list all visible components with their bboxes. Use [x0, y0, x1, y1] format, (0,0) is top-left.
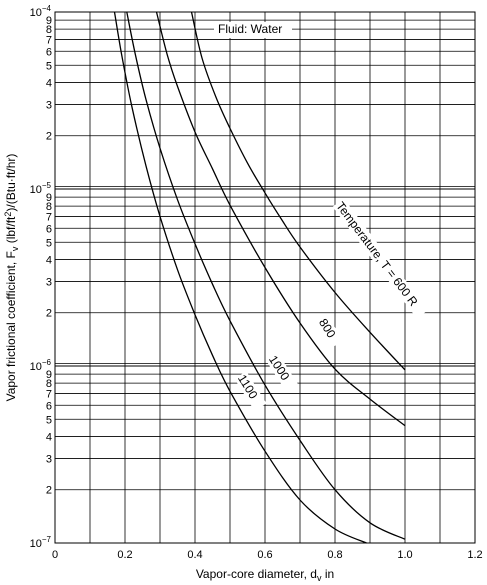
y-minor-tick-label: 2 [46, 485, 52, 497]
y-minor-tick-label: 3 [46, 277, 52, 289]
y-minor-tick-label: 9 [46, 15, 52, 27]
curve-label-bg [332, 198, 429, 319]
curve-3 [126, 11, 406, 540]
x-tick-label: 0.2 [117, 549, 132, 561]
y-decade-tick-label: 10−7 [30, 535, 52, 550]
fluid-annotation: Fluid: Water [218, 22, 282, 36]
y-minor-tick-label: 2 [46, 131, 52, 143]
y-minor-tick-label: 7 [46, 211, 52, 223]
y-minor-tick-label: 6 [46, 46, 52, 58]
y-minor-tick-label: 4 [46, 431, 52, 443]
y-minor-tick-label: 6 [46, 223, 52, 235]
curve-label-3: 1000 [265, 352, 298, 392]
x-tick-label: 0 [52, 549, 58, 561]
x-axis-label: Vapor-core diameter, dv in [196, 567, 334, 583]
y-minor-tick-label: 9 [46, 192, 52, 204]
curve-label-bg [265, 352, 298, 392]
y-decade-tick-label: 10−5 [30, 181, 52, 196]
x-tick-labels: 0 0.2 0.4 0.6 0.8 1.0 1.2 [52, 549, 483, 561]
curve-2 [155, 11, 406, 427]
y-minor-tick-label: 9 [46, 369, 52, 381]
curve-1 [190, 11, 406, 371]
y-decade-tick-label: 10−6 [30, 358, 52, 373]
y-minor-tick-label: 5 [46, 237, 52, 249]
y-minor-tick-label: 3 [46, 100, 52, 112]
y-minor-tick-label: 8 [46, 201, 52, 213]
x-tick-label: 0.8 [327, 549, 342, 561]
y-minor-tick-label: 3 [46, 454, 52, 466]
y-minor-tick-label: 6 [46, 400, 52, 412]
annotation-group: Fluid: Water [214, 22, 292, 38]
y-minor-tick-label: 2 [46, 308, 52, 320]
curves [113, 11, 406, 544]
y-minor-tick-label: 5 [46, 60, 52, 72]
x-tick-label: 1.0 [397, 549, 412, 561]
plot-frame [54, 11, 476, 544]
grid [55, 12, 475, 543]
y-decade-tick-label: 10−4 [30, 4, 52, 19]
x-tick-label: 1.2 [467, 549, 482, 561]
y-minor-tick-label: 8 [46, 378, 52, 390]
y-minor-tick-label: 5 [46, 414, 52, 426]
x-tick-label: 0.6 [257, 549, 272, 561]
curve-label-2: 800 [315, 315, 344, 349]
y-axis-label: Vapor frictional coefficient, Fv (lbf/ft… [3, 154, 20, 402]
y-minor-tick-label: 8 [46, 24, 52, 36]
y-minor-tick-label: 4 [46, 77, 52, 89]
curve-4 [113, 11, 367, 544]
curve-label-bg [315, 315, 344, 349]
y-minor-tick-label: 7 [46, 34, 52, 46]
y-minor-tick-label: 4 [46, 254, 52, 266]
x-tick-label: 0.4 [187, 549, 202, 561]
curve-label-bg [234, 371, 267, 411]
y-minor-tick-label: 7 [46, 388, 52, 400]
curve-label-text: Temperature, T = 600 R [333, 199, 421, 309]
